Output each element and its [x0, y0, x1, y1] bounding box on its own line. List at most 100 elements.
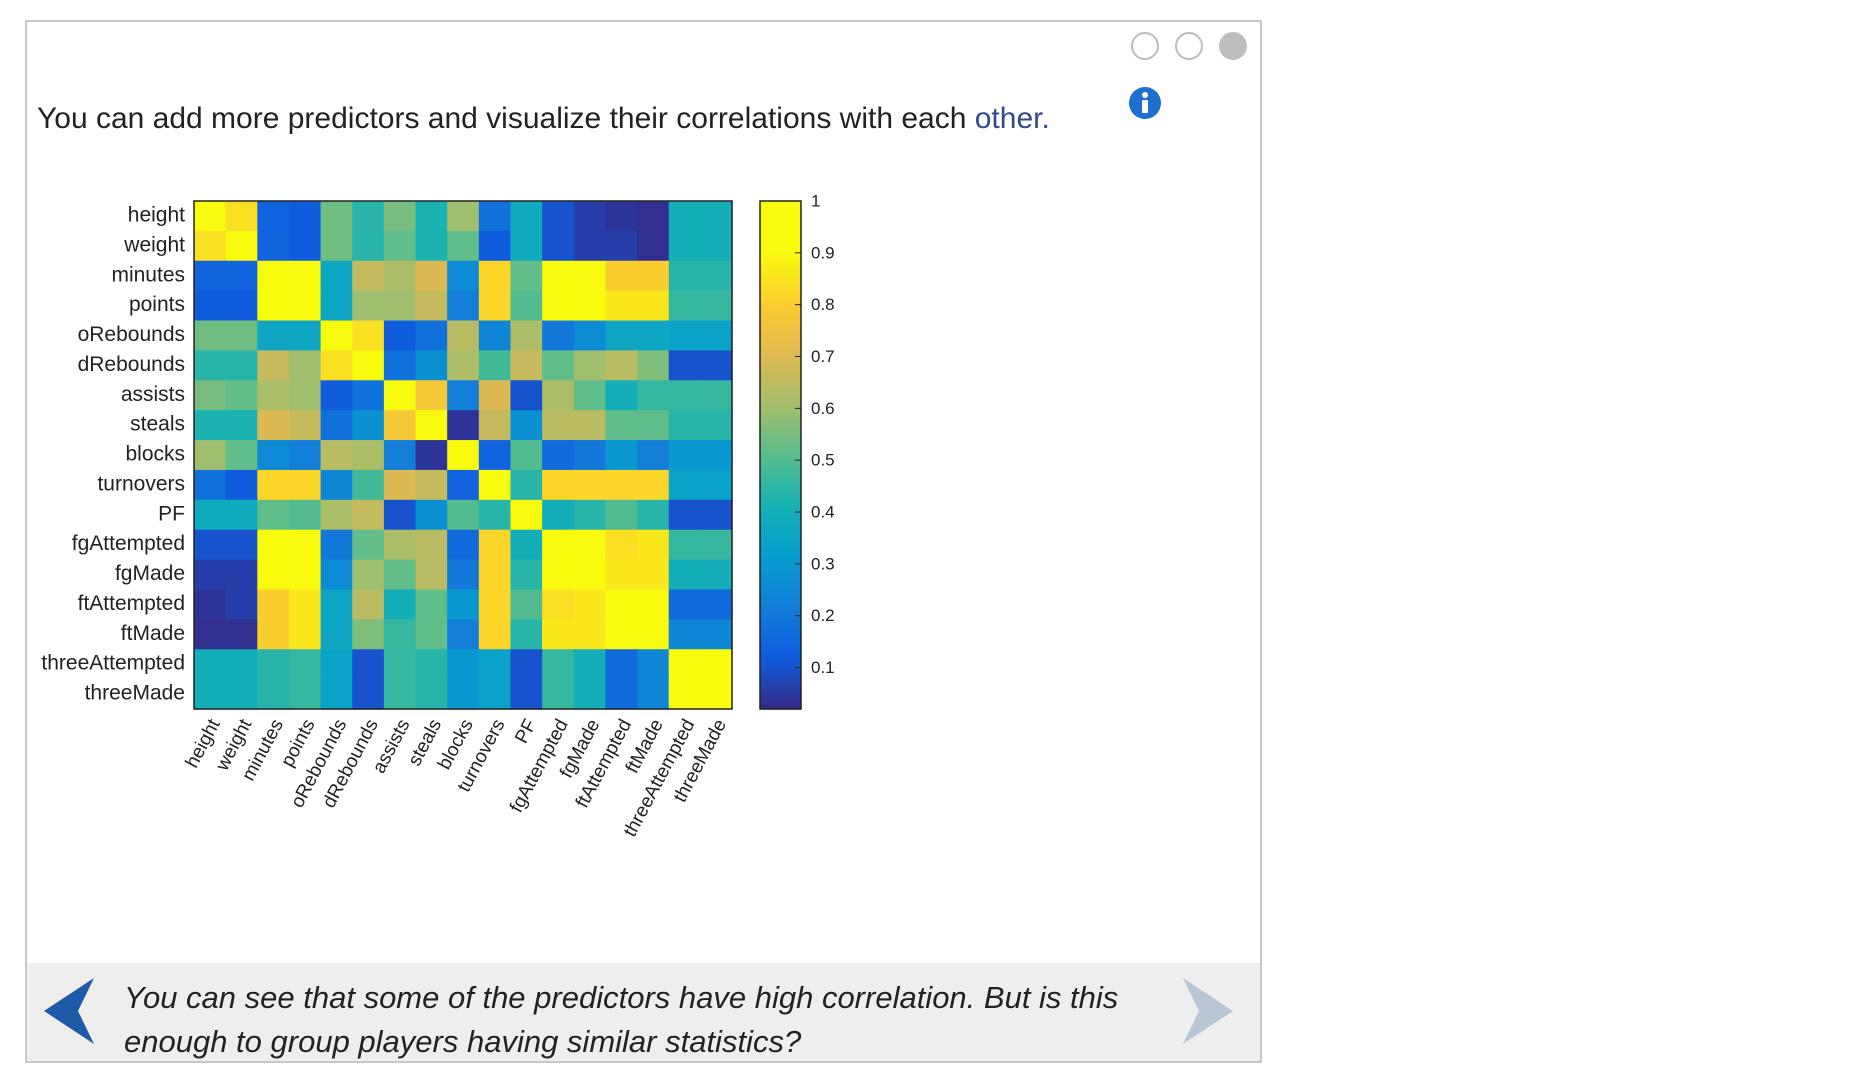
heatmap-cell	[605, 499, 638, 531]
heatmap-cell	[573, 230, 607, 262]
heatmap-cell	[288, 469, 322, 501]
colorbar-band	[760, 285, 801, 291]
heatmap-cell	[383, 320, 417, 352]
heatmap-cell	[415, 529, 448, 561]
colorbar-band	[760, 611, 801, 617]
heatmap-cell	[573, 499, 607, 531]
heatmap-cell	[320, 440, 353, 471]
colorbar-band	[760, 442, 801, 448]
colorbar-band	[760, 615, 801, 621]
info-icon[interactable]	[1128, 86, 1162, 120]
colorbar-band	[760, 277, 801, 283]
heatmap-cell	[447, 679, 480, 710]
heatmap-cell	[542, 559, 575, 591]
heatmap-cell	[320, 260, 353, 292]
heatmap-cell	[288, 619, 322, 650]
heatmap-cell	[194, 589, 227, 620]
headline-link[interactable]: other.	[974, 102, 1050, 135]
heatmap-cell	[352, 320, 385, 352]
previous-button[interactable]	[44, 978, 98, 1044]
heatmap-cell	[510, 529, 543, 561]
colorbar-band	[760, 467, 801, 473]
colorbar-band	[760, 226, 801, 232]
heatmap-cell	[447, 350, 480, 381]
colorbar-band	[760, 281, 801, 287]
colorbar-band	[760, 586, 801, 592]
heatmap-cell	[257, 230, 290, 262]
colorbar-band	[760, 446, 801, 452]
heatmap-cell	[194, 201, 227, 232]
colorbar-band	[760, 213, 801, 219]
heatmap-cell	[320, 649, 353, 680]
heatmap-cell	[605, 230, 638, 262]
colorbar-band	[760, 370, 801, 376]
row-label: threeMade	[85, 682, 185, 705]
heatmap-cell	[510, 589, 543, 620]
heatmap-cell	[257, 350, 290, 381]
heatmap-cell	[383, 260, 417, 292]
column-label: PF	[511, 716, 541, 747]
heatmap-cell	[510, 440, 543, 471]
row-label: minutes	[111, 263, 185, 286]
colorbar-band	[760, 497, 801, 503]
progress-dot-1[interactable]	[1131, 32, 1159, 60]
heatmap-cell	[320, 290, 353, 322]
colorbar-band	[760, 412, 801, 418]
heatmap-cell	[383, 350, 417, 381]
progress-dot-3[interactable]	[1219, 32, 1247, 60]
heatmap-cell	[573, 559, 607, 591]
colorbar-band	[760, 556, 801, 562]
colorbar-tick-label: 0.1	[811, 658, 835, 677]
next-button[interactable]	[1179, 978, 1233, 1044]
heatmap-cell	[478, 619, 512, 650]
colorbar-band	[760, 598, 801, 604]
footer-text: You can see that some of the predictors …	[124, 980, 1119, 1059]
heatmap-cell	[700, 320, 733, 352]
colorbar-band	[760, 641, 801, 647]
heatmap-cell	[383, 559, 417, 591]
heatmap-cell	[637, 290, 670, 322]
heatmap-cell	[510, 469, 543, 501]
heatmap-cell	[383, 469, 417, 501]
heatmap-cell	[194, 260, 227, 292]
heatmap-cell	[288, 290, 322, 322]
heatmap-cell	[510, 201, 543, 232]
heatmap-cell	[700, 529, 733, 561]
heatmap-cell	[352, 529, 385, 561]
heatmap-cell	[447, 290, 480, 322]
colorbar-band	[760, 429, 801, 435]
heatmap-cell	[415, 290, 448, 322]
colorbar-band	[760, 374, 801, 380]
colorbar-band	[760, 471, 801, 477]
heatmap-cell	[700, 260, 733, 292]
colorbar-tick-label: 0.7	[811, 347, 835, 366]
row-label: assists	[121, 383, 185, 406]
colorbar-band	[760, 450, 801, 456]
colorbar-band	[760, 298, 801, 304]
colorbar-band	[760, 395, 801, 401]
colorbar-band	[760, 488, 801, 494]
heatmap-cell	[573, 619, 607, 650]
row-label: steals	[130, 413, 185, 436]
heatmap-cell	[447, 619, 480, 650]
heatmap-cell	[668, 649, 701, 680]
colorbar-band	[760, 323, 801, 329]
progress-dot-2[interactable]	[1175, 32, 1203, 60]
heatmap-cell	[320, 230, 353, 262]
heatmap-cell	[478, 589, 512, 620]
heatmap-cell	[257, 440, 290, 471]
heatmap-cell	[320, 350, 353, 381]
colorbar-band	[760, 679, 801, 685]
colorbar-ticks: 0.1 0.2 0.3 0.4 0.5 0.6 0.7 0.8 0.9 1	[795, 191, 835, 677]
heatmap-cell	[352, 260, 385, 292]
heatmap-cell	[510, 380, 543, 411]
heatmap-cell	[510, 260, 543, 292]
heatmap-cell	[257, 320, 290, 352]
heatmap-cell	[194, 679, 227, 710]
heatmap-cell	[194, 529, 227, 561]
page-headline: You can add more predictors and visualiz…	[37, 102, 1050, 136]
heatmap-cell	[510, 230, 543, 262]
colorbar-band	[760, 302, 801, 308]
heatmap-cell	[225, 230, 258, 262]
